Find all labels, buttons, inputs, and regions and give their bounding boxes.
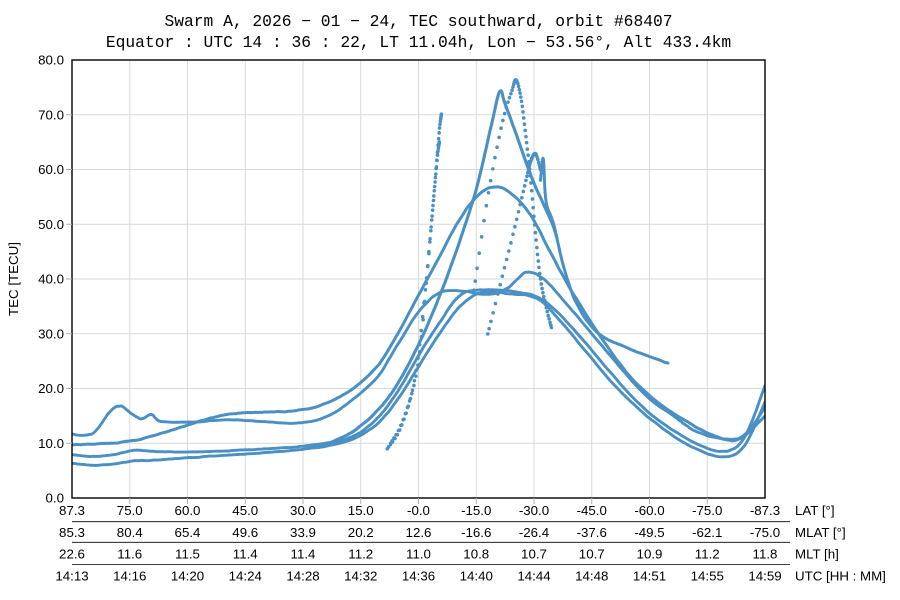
svg-text:70.0: 70.0 [38, 107, 64, 122]
svg-text:11.0: 11.0 [406, 546, 431, 561]
svg-text:50.0: 50.0 [38, 217, 64, 232]
svg-text:UTC [HH : MM]: UTC [HH : MM] [795, 569, 886, 584]
svg-text:14:16: 14:16 [113, 569, 146, 584]
svg-text:11.2: 11.2 [695, 546, 720, 561]
svg-text:-37.6: -37.6 [577, 525, 607, 540]
svg-text:-60.0: -60.0 [634, 503, 664, 518]
svg-text:80.0: 80.0 [38, 53, 64, 68]
svg-text:10.8: 10.8 [463, 546, 489, 561]
svg-text:11.8: 11.8 [753, 546, 778, 561]
svg-text:-16.6: -16.6 [461, 525, 491, 540]
svg-text:14:32: 14:32 [344, 569, 377, 584]
svg-text:-49.5: -49.5 [634, 525, 664, 540]
svg-text:80.4: 80.4 [117, 525, 143, 540]
svg-text:10.0: 10.0 [38, 436, 64, 451]
svg-text:TEC [TECU]: TEC [TECU] [6, 242, 21, 316]
svg-text:10.7: 10.7 [579, 546, 605, 561]
svg-text:11.4: 11.4 [291, 546, 316, 561]
svg-text:49.6: 49.6 [232, 525, 258, 540]
svg-text:14:28: 14:28 [286, 569, 319, 584]
svg-text:14:36: 14:36 [402, 569, 435, 584]
svg-text:-75.0: -75.0 [692, 503, 722, 518]
svg-text:-45.0: -45.0 [577, 503, 607, 518]
svg-text:20.0: 20.0 [38, 381, 64, 396]
svg-text:75.0: 75.0 [117, 503, 143, 518]
svg-text:MLT [h]: MLT [h] [795, 546, 839, 561]
svg-text:60.0: 60.0 [38, 162, 64, 177]
svg-text:-87.3: -87.3 [750, 503, 780, 518]
svg-text:14:24: 14:24 [229, 569, 262, 584]
svg-text:14:20: 14:20 [171, 569, 204, 584]
svg-text:22.6: 22.6 [59, 546, 85, 561]
svg-text:45.0: 45.0 [232, 503, 258, 518]
svg-text:33.9: 33.9 [290, 525, 316, 540]
svg-text:12.6: 12.6 [406, 525, 432, 540]
svg-text:14:44: 14:44 [517, 569, 550, 584]
svg-text:-30.0: -30.0 [519, 503, 549, 518]
svg-text:-75.0: -75.0 [750, 525, 780, 540]
svg-text:14:48: 14:48 [575, 569, 608, 584]
svg-text:30.0: 30.0 [38, 326, 64, 341]
svg-text:40.0: 40.0 [38, 272, 64, 287]
svg-text:14:55: 14:55 [691, 569, 724, 584]
svg-text:10.9: 10.9 [637, 546, 663, 561]
svg-text:87.3: 87.3 [59, 503, 85, 518]
svg-text:11.6: 11.6 [117, 546, 142, 561]
svg-text:20.2: 20.2 [348, 525, 374, 540]
svg-text:14:40: 14:40 [460, 569, 493, 584]
svg-text:11.5: 11.5 [175, 546, 200, 561]
svg-text:11.4: 11.4 [233, 546, 258, 561]
svg-text:-15.0: -15.0 [461, 503, 491, 518]
svg-text:14:13: 14:13 [55, 569, 88, 584]
svg-text:60.0: 60.0 [175, 503, 201, 518]
svg-text:14:51: 14:51 [633, 569, 666, 584]
svg-text:-0.0: -0.0 [407, 503, 430, 518]
svg-text:14:59: 14:59 [748, 569, 781, 584]
svg-text:MLAT [°]: MLAT [°] [795, 525, 846, 540]
svg-text:85.3: 85.3 [59, 525, 85, 540]
svg-text:65.4: 65.4 [175, 525, 201, 540]
svg-text:-62.1: -62.1 [692, 525, 722, 540]
svg-text:11.2: 11.2 [348, 546, 373, 561]
svg-text:-26.4: -26.4 [519, 525, 549, 540]
svg-text:30.0: 30.0 [290, 503, 316, 518]
svg-text:10.7: 10.7 [521, 546, 547, 561]
svg-text:LAT [°]: LAT [°] [795, 503, 835, 518]
svg-text:15.0: 15.0 [348, 503, 374, 518]
